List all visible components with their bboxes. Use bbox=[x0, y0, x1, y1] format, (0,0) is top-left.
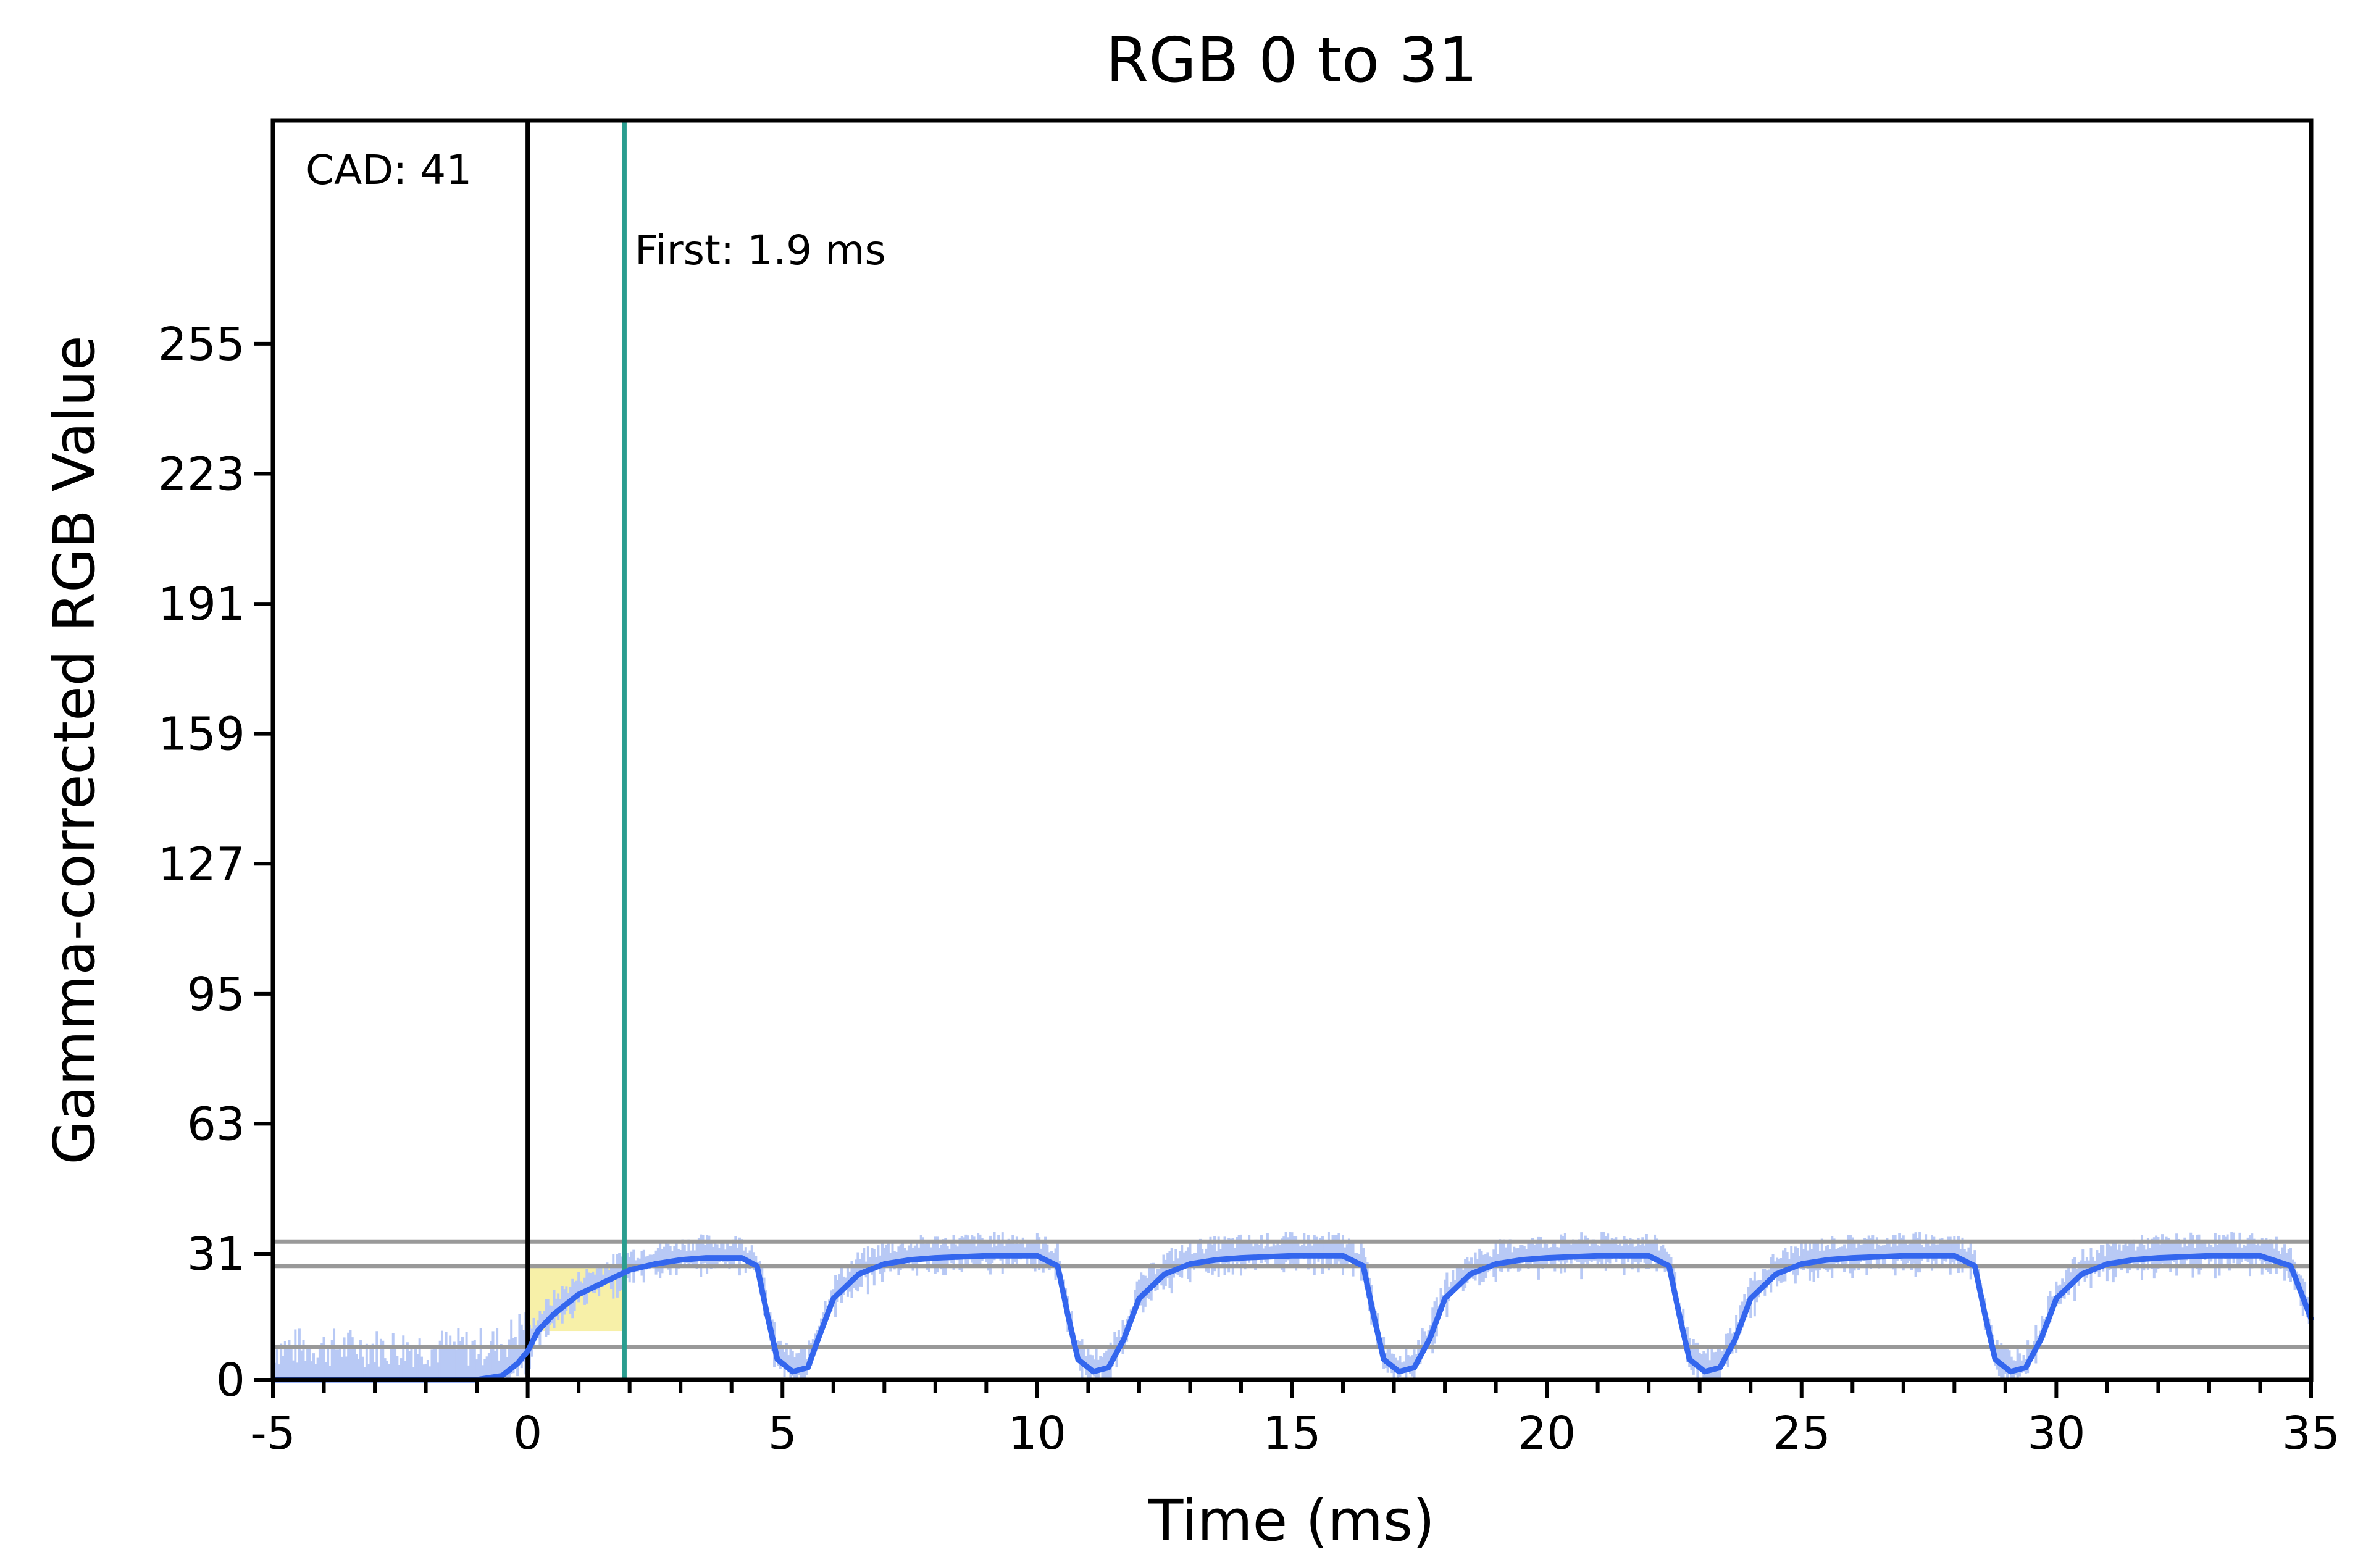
y-axis: 0 31 63 95 127 159 191 223 255 bbox=[158, 318, 273, 1407]
y-tick-label: 159 bbox=[158, 708, 245, 761]
series-line bbox=[270, 1253, 2314, 1383]
chart-title: RGB 0 to 31 bbox=[1106, 24, 1478, 96]
x-axis: -5 0 5 10 15 20 25 30 35 bbox=[250, 1380, 2340, 1460]
y-tick-label: 191 bbox=[158, 578, 245, 631]
y-tick-label: 63 bbox=[187, 1098, 245, 1151]
plot-frame bbox=[270, 118, 2314, 1382]
first-annotation: First: 1.9 ms bbox=[635, 227, 886, 274]
x-tick-label: 25 bbox=[1773, 1407, 1831, 1460]
x-tick-label: -5 bbox=[250, 1407, 296, 1460]
y-tick-label: 255 bbox=[158, 318, 245, 371]
y-tick-label: 223 bbox=[158, 448, 245, 501]
y-tick-label: 95 bbox=[187, 968, 245, 1021]
y-axis-title: Gamma-corrected RGB Value bbox=[41, 335, 107, 1164]
x-tick-label: 10 bbox=[1008, 1407, 1066, 1460]
y-tick-label: 0 bbox=[216, 1354, 245, 1407]
x-tick-label: 5 bbox=[768, 1407, 797, 1460]
y-tick-label: 31 bbox=[187, 1228, 245, 1281]
x-axis-title: Time (ms) bbox=[1148, 1488, 1435, 1554]
x-tick-label: 35 bbox=[2282, 1407, 2340, 1460]
x-tick-label: 15 bbox=[1263, 1407, 1321, 1460]
x-tick-label: 30 bbox=[2027, 1407, 2085, 1460]
y-tick-label: 127 bbox=[158, 838, 245, 891]
plot-area bbox=[270, 120, 2314, 1383]
x-tick-label: 0 bbox=[513, 1407, 542, 1460]
x-tick-label: 20 bbox=[1518, 1407, 1576, 1460]
cad-annotation: CAD: 41 bbox=[306, 146, 472, 194]
